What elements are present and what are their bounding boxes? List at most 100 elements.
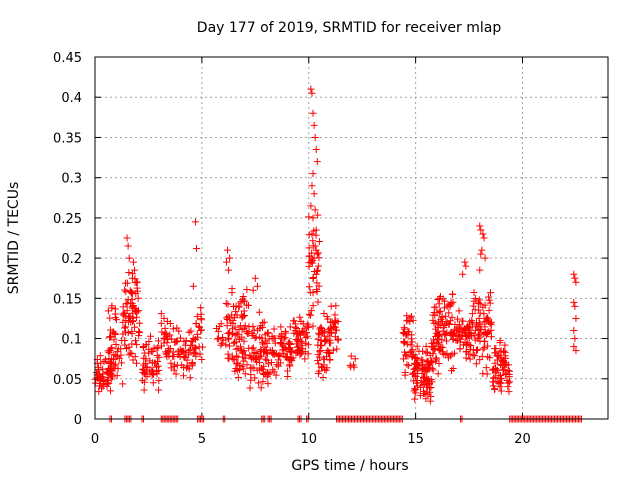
data-point (332, 302, 340, 310)
x-axis-label: GPS time / hours (291, 458, 408, 474)
data-point (347, 363, 355, 371)
data-point (189, 282, 197, 290)
data-point (111, 331, 119, 339)
data-point (225, 342, 233, 350)
data-point (316, 325, 324, 333)
data-point (489, 374, 497, 382)
data-point (296, 349, 304, 357)
data-point (185, 328, 193, 336)
data-point (121, 286, 129, 294)
data-point (131, 337, 139, 345)
data-point (413, 377, 421, 385)
data-point (290, 317, 298, 325)
data-point (475, 331, 483, 339)
data-point (135, 328, 143, 336)
data-point (111, 329, 119, 337)
data-point (309, 274, 317, 282)
data-point (101, 356, 109, 364)
data-point (483, 370, 491, 378)
data-point (296, 337, 304, 345)
data-point (224, 300, 232, 308)
data-point (238, 314, 246, 322)
data-point (472, 347, 480, 355)
data-point (148, 359, 156, 367)
data-point (125, 351, 133, 359)
data-point (403, 312, 411, 320)
data-point (172, 370, 180, 378)
data-point (323, 364, 331, 372)
data-point (310, 190, 318, 198)
data-point (308, 182, 316, 190)
data-point (281, 328, 289, 336)
data-point (347, 352, 355, 360)
data-point (217, 320, 225, 328)
data-point (282, 345, 290, 353)
data-point (321, 337, 329, 345)
data-point (292, 340, 300, 348)
data-point (313, 250, 321, 258)
data-point (166, 345, 174, 353)
data-point (233, 360, 241, 368)
data-point (449, 290, 457, 298)
data-point (257, 364, 265, 372)
data-point (245, 328, 253, 336)
data-point (255, 308, 263, 316)
data-point (111, 314, 119, 322)
data-point (311, 133, 319, 141)
data-point (422, 395, 430, 403)
data-point (301, 355, 309, 363)
data-point (228, 330, 236, 338)
data-point (475, 299, 483, 307)
data-point (241, 370, 249, 378)
data-point (424, 357, 432, 365)
data-point (429, 366, 437, 374)
data-point (410, 350, 418, 358)
data-point (121, 324, 129, 332)
data-point (471, 336, 479, 344)
data-point (295, 329, 303, 337)
data-point (139, 368, 147, 376)
data-point (440, 321, 448, 329)
data-point (243, 361, 251, 369)
data-point (223, 322, 231, 330)
data-point (430, 308, 438, 316)
data-point (140, 370, 148, 378)
data-point (399, 329, 407, 337)
data-point (308, 230, 316, 238)
data-point (313, 158, 321, 166)
data-point (129, 258, 137, 266)
data-point (232, 345, 240, 353)
data-point (166, 319, 174, 327)
data-point (315, 360, 323, 368)
x-tick-labels: 0 5 10 15 20 (91, 432, 531, 447)
data-point (214, 334, 222, 342)
data-point (486, 354, 494, 362)
data-point (96, 376, 104, 384)
data-point (140, 354, 148, 362)
data-point (231, 313, 239, 321)
data-point (127, 299, 135, 307)
data-point (123, 279, 131, 287)
data-points (91, 85, 585, 423)
data-point (297, 341, 305, 349)
data-point (189, 349, 197, 357)
data-point (333, 326, 341, 334)
data-point (313, 287, 321, 295)
data-point (430, 319, 438, 327)
data-point (476, 309, 484, 317)
data-point (414, 370, 422, 378)
data-point (234, 374, 242, 382)
data-point (141, 349, 149, 357)
data-point (108, 373, 116, 381)
data-point (499, 347, 507, 355)
data-point (263, 356, 271, 364)
data-point (128, 340, 136, 348)
y-tick-label: 0.45 (53, 51, 82, 66)
data-point (410, 365, 418, 373)
data-point (287, 347, 295, 355)
data-point (481, 254, 489, 262)
data-point (257, 384, 265, 392)
data-point (430, 338, 438, 346)
data-point (214, 327, 222, 335)
data-point (320, 361, 328, 369)
